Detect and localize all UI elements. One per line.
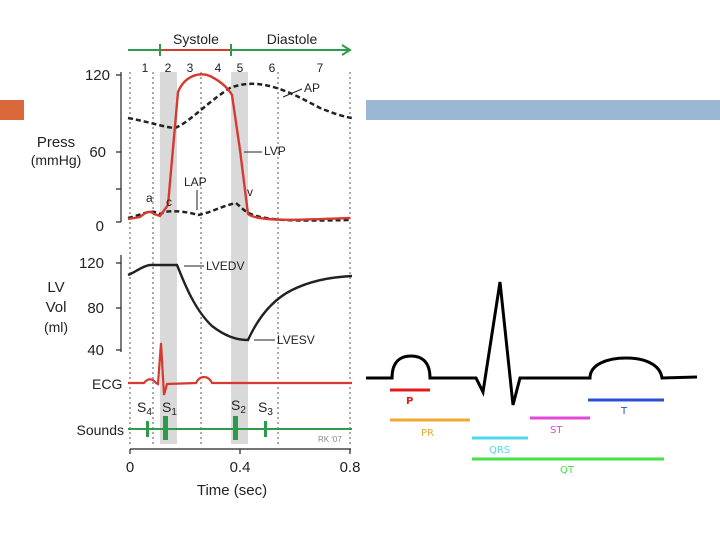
time-tick-0-4: 0.4 xyxy=(230,459,251,476)
ecg-label: ECG xyxy=(92,376,122,392)
lvesv-label: LVESV xyxy=(277,333,315,347)
volume-tick-80: 80 xyxy=(87,300,104,317)
s2-label: S2 xyxy=(231,397,246,416)
s2-sound-mark xyxy=(233,416,238,440)
pressure-tick-60: 60 xyxy=(89,144,106,161)
pressure-tick-0: 0 xyxy=(96,218,104,235)
pressure-axis-label-line2: (mmHg) xyxy=(31,152,82,168)
slide-accent-bar-left xyxy=(0,100,24,120)
volume-tick-120: 120 xyxy=(79,255,104,272)
qt-interval-label: QT xyxy=(560,465,575,476)
ap-arrow-icon xyxy=(282,88,303,98)
volume-axis-label-line3: (ml) xyxy=(44,319,68,335)
volume-axis-label-line1: LV xyxy=(47,279,64,296)
v-wave-label: v xyxy=(247,185,253,199)
a-wave-label: a xyxy=(146,191,153,205)
phase-number-1: 1 xyxy=(142,61,149,75)
figure-background xyxy=(24,30,366,510)
isovolumic-contraction-band xyxy=(160,72,177,444)
volume-axis-label-line2: Vol xyxy=(46,299,67,316)
st-segment-label: ST xyxy=(550,425,563,436)
s3-label: S3 xyxy=(258,399,273,418)
s1-sound-mark xyxy=(163,416,168,440)
t-wave-label: T xyxy=(620,406,628,417)
left-ventricular-pressure-curve xyxy=(127,73,351,221)
phase-number-4: 4 xyxy=(215,61,222,75)
time-tick-0: 0 xyxy=(126,459,134,476)
pressure-axis-label-line1: Press xyxy=(37,134,75,151)
phase-number-7: 7 xyxy=(317,61,324,75)
pr-interval-label: PR xyxy=(421,428,434,439)
lap-label: LAP xyxy=(184,175,207,189)
s4-label: S4 xyxy=(137,399,152,418)
volume-tick-40: 40 xyxy=(87,342,104,359)
time-tick-0-8: 0.8 xyxy=(340,459,361,476)
aortic-pressure-curve xyxy=(127,82,353,130)
qrs-complex-label: QRS xyxy=(489,445,510,456)
ecg-waveform xyxy=(366,281,698,406)
lvedv-label: LVEDV xyxy=(206,259,244,273)
figure-credit: RK '07 xyxy=(318,435,342,444)
phase-number-3: 3 xyxy=(187,61,194,75)
c-wave-label: c xyxy=(166,195,172,209)
ap-label: AP xyxy=(304,81,320,95)
phase-number-6: 6 xyxy=(269,61,276,75)
phase-number-5: 5 xyxy=(237,61,244,75)
s1-label: S1 xyxy=(162,399,177,418)
s4-sound-mark xyxy=(146,421,149,437)
ecg-trace xyxy=(128,342,352,396)
p-wave-label: P xyxy=(406,396,413,407)
pressure-tick-120: 120 xyxy=(85,67,110,84)
sounds-label: Sounds xyxy=(77,422,124,438)
diastole-label: Diastole xyxy=(267,31,318,47)
slide-accent-bar-right xyxy=(366,100,720,120)
s3-sound-mark xyxy=(264,421,267,437)
phase-number-2: 2 xyxy=(165,61,172,75)
time-axis-label: Time (sec) xyxy=(197,482,267,499)
isovolumic-relaxation-band xyxy=(231,72,248,444)
lvp-label: LVP xyxy=(264,144,286,158)
lv-volume-curve xyxy=(127,263,353,342)
diastole-arrow-icon xyxy=(341,44,352,56)
systole-label: Systole xyxy=(173,31,219,47)
